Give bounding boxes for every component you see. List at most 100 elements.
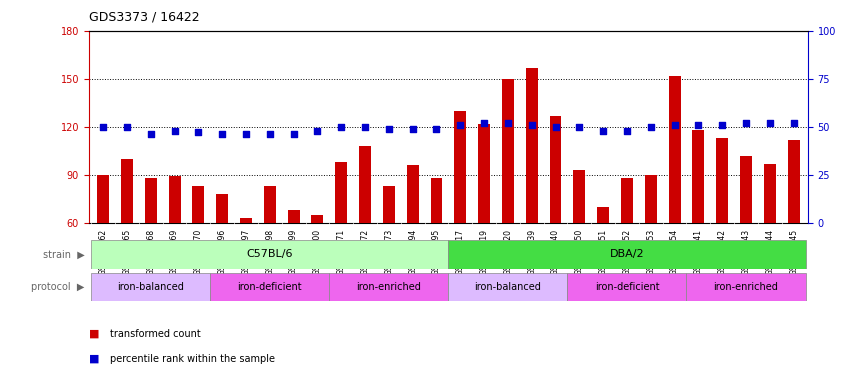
Point bbox=[716, 122, 729, 128]
Point bbox=[144, 131, 157, 137]
Bar bbox=[335, 162, 347, 223]
Text: iron-enriched: iron-enriched bbox=[713, 282, 778, 292]
Point bbox=[96, 124, 110, 130]
Bar bbox=[240, 218, 252, 223]
Bar bbox=[502, 79, 514, 223]
Point bbox=[287, 131, 300, 137]
Bar bbox=[91, 240, 448, 269]
Text: GSM262772: GSM262772 bbox=[360, 229, 370, 275]
Point bbox=[382, 126, 396, 132]
Point bbox=[667, 122, 681, 128]
Text: strain  ▶: strain ▶ bbox=[43, 249, 85, 260]
Bar bbox=[668, 76, 680, 223]
Text: GSM262773: GSM262773 bbox=[384, 229, 393, 275]
Bar bbox=[645, 175, 656, 223]
Bar bbox=[288, 210, 299, 223]
Text: GSM262799: GSM262799 bbox=[289, 229, 298, 275]
Bar bbox=[431, 178, 442, 223]
Bar bbox=[192, 186, 205, 223]
Bar bbox=[91, 273, 211, 301]
Point bbox=[310, 127, 324, 134]
Text: iron-enriched: iron-enriched bbox=[356, 282, 421, 292]
Bar bbox=[311, 215, 323, 223]
Bar bbox=[478, 124, 490, 223]
Point bbox=[191, 129, 205, 136]
Point bbox=[596, 127, 610, 134]
Bar bbox=[597, 207, 609, 223]
Text: GSM262769: GSM262769 bbox=[170, 229, 179, 275]
Bar bbox=[121, 159, 133, 223]
Text: DBA/2: DBA/2 bbox=[610, 249, 645, 260]
Point bbox=[644, 124, 657, 130]
Point bbox=[453, 122, 467, 128]
Point bbox=[216, 131, 229, 137]
Bar bbox=[717, 138, 728, 223]
Text: iron-balanced: iron-balanced bbox=[475, 282, 541, 292]
Bar bbox=[686, 273, 805, 301]
Bar bbox=[574, 170, 585, 223]
Point bbox=[263, 131, 277, 137]
Bar bbox=[740, 156, 752, 223]
Point bbox=[739, 120, 753, 126]
Text: GSM262796: GSM262796 bbox=[217, 229, 227, 275]
Text: GSM262771: GSM262771 bbox=[337, 229, 346, 275]
Bar bbox=[145, 178, 157, 223]
Text: GSM262819: GSM262819 bbox=[480, 229, 489, 275]
Bar bbox=[211, 273, 329, 301]
Text: GSM262841: GSM262841 bbox=[694, 229, 703, 275]
Bar bbox=[621, 178, 633, 223]
Text: GSM262950: GSM262950 bbox=[574, 229, 584, 275]
Bar bbox=[692, 130, 705, 223]
Text: GSM262954: GSM262954 bbox=[670, 229, 679, 275]
Text: GSM262952: GSM262952 bbox=[623, 229, 631, 275]
Text: GDS3373 / 16422: GDS3373 / 16422 bbox=[89, 10, 200, 23]
Text: ■: ■ bbox=[89, 354, 99, 364]
Bar bbox=[407, 165, 419, 223]
Point bbox=[525, 122, 539, 128]
Text: GSM262840: GSM262840 bbox=[551, 229, 560, 275]
Bar bbox=[454, 111, 466, 223]
Text: GSM262770: GSM262770 bbox=[194, 229, 203, 275]
Bar bbox=[448, 273, 568, 301]
Point bbox=[120, 124, 134, 130]
Text: transformed count: transformed count bbox=[110, 329, 201, 339]
Text: GSM262798: GSM262798 bbox=[266, 229, 274, 275]
Text: GSM262845: GSM262845 bbox=[789, 229, 798, 275]
Bar bbox=[383, 186, 395, 223]
Text: GSM262797: GSM262797 bbox=[241, 229, 250, 275]
Point bbox=[620, 127, 634, 134]
Text: GSM262794: GSM262794 bbox=[408, 229, 417, 275]
Point bbox=[239, 131, 253, 137]
Bar bbox=[764, 164, 776, 223]
Bar bbox=[217, 194, 228, 223]
Text: GSM262951: GSM262951 bbox=[599, 229, 607, 275]
Bar bbox=[568, 273, 686, 301]
Text: GSM262765: GSM262765 bbox=[123, 229, 131, 275]
Point bbox=[430, 126, 443, 132]
Point bbox=[573, 124, 586, 130]
Text: protocol  ▶: protocol ▶ bbox=[31, 282, 85, 292]
Text: GSM262839: GSM262839 bbox=[527, 229, 536, 275]
Text: C57BL/6: C57BL/6 bbox=[246, 249, 293, 260]
Bar bbox=[264, 186, 276, 223]
Text: GSM262768: GSM262768 bbox=[146, 229, 155, 275]
Text: percentile rank within the sample: percentile rank within the sample bbox=[110, 354, 275, 364]
Text: iron-balanced: iron-balanced bbox=[118, 282, 184, 292]
Bar bbox=[525, 68, 538, 223]
Point bbox=[501, 120, 514, 126]
Bar bbox=[168, 176, 180, 223]
Text: GSM262842: GSM262842 bbox=[717, 229, 727, 275]
Point bbox=[334, 124, 348, 130]
Text: GSM262817: GSM262817 bbox=[456, 229, 464, 275]
Text: GSM262844: GSM262844 bbox=[766, 229, 774, 275]
Bar bbox=[97, 175, 109, 223]
Text: ■: ■ bbox=[89, 329, 99, 339]
Point bbox=[692, 122, 706, 128]
Bar bbox=[788, 139, 799, 223]
Text: iron-deficient: iron-deficient bbox=[238, 282, 302, 292]
Bar bbox=[329, 273, 448, 301]
Point bbox=[763, 120, 777, 126]
Text: GSM262795: GSM262795 bbox=[432, 229, 441, 275]
Text: GSM262843: GSM262843 bbox=[742, 229, 750, 275]
Text: GSM262800: GSM262800 bbox=[313, 229, 322, 275]
